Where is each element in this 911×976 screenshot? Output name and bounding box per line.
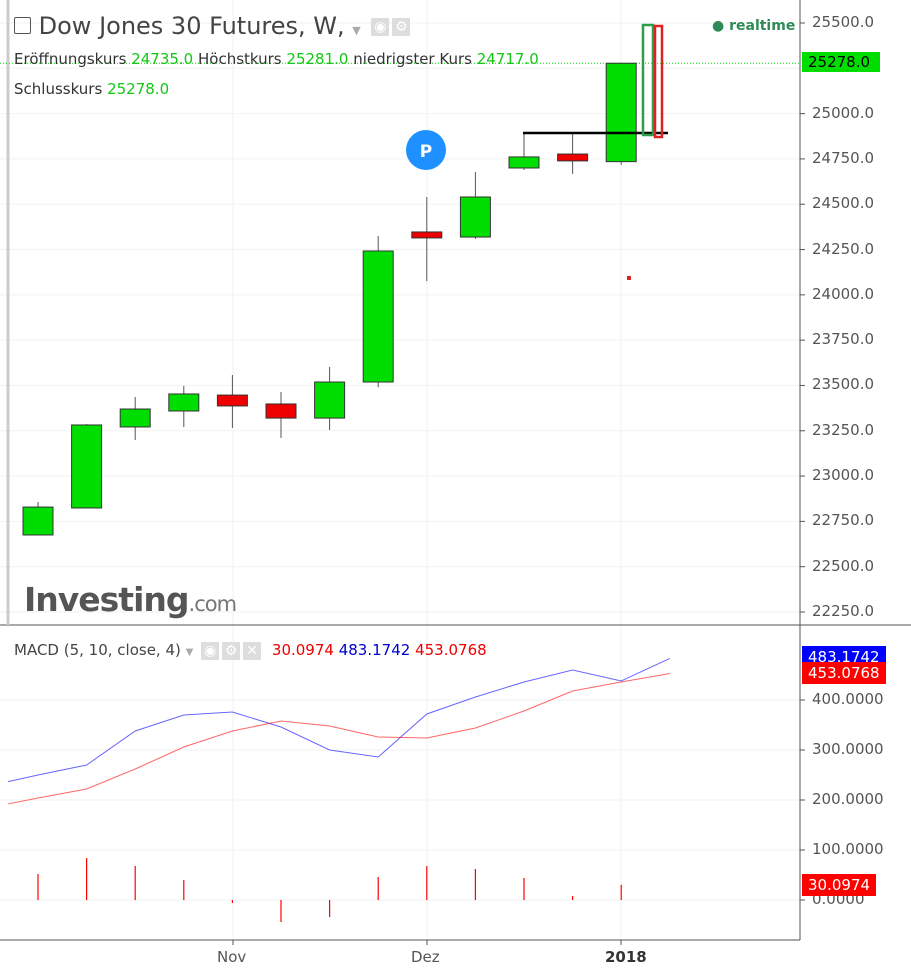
signal-value-tag: 453.0768 bbox=[802, 662, 886, 685]
ohlc-row: Eröffnungskurs 24735.0 Höchstkurs 25281.… bbox=[14, 50, 539, 68]
eye-icon[interactable]: ◉ bbox=[371, 18, 390, 36]
close-row: Schlusskurs 25278.0 bbox=[14, 80, 169, 98]
p-marker-circle bbox=[406, 130, 446, 170]
price-tick-label: 22250.0 bbox=[812, 601, 875, 620]
gear-icon[interactable]: ⚙ bbox=[392, 18, 411, 36]
candle-body bbox=[71, 424, 103, 509]
macd-legend: MACD (5, 10, close, 4) ▼ ◉ ⚙ ✕ 30.0974 483… bbox=[14, 641, 487, 660]
hist-value: 30.0974 bbox=[271, 641, 334, 659]
candle-body bbox=[557, 153, 589, 162]
candle-body bbox=[216, 394, 248, 407]
signal-line bbox=[7, 672, 670, 805]
price-tick-label: 22750.0 bbox=[812, 511, 875, 530]
candle-body bbox=[168, 393, 200, 412]
macd-line bbox=[7, 657, 671, 783]
open-value: 24735.0 bbox=[131, 50, 194, 68]
close-value: 25278.0 bbox=[107, 80, 170, 98]
investing-logo: Investing.com bbox=[24, 580, 237, 619]
chart-title-row: Dow Jones 30 Futures, W, ▼ ◉ ⚙ bbox=[14, 12, 411, 40]
candle-body bbox=[362, 250, 394, 383]
collapse-icon[interactable] bbox=[14, 16, 31, 34]
high-value: 25281.0 bbox=[286, 50, 349, 68]
close-label: Schlusskurs bbox=[14, 80, 103, 98]
price-tick-label: 23000.0 bbox=[812, 466, 875, 485]
macd-tick-label: 400.0000 bbox=[812, 690, 884, 708]
candle-body bbox=[119, 408, 151, 428]
macd-tick-label: 200.0000 bbox=[812, 790, 884, 808]
candle-body bbox=[22, 506, 54, 536]
price-tick-label: 25000.0 bbox=[812, 103, 875, 122]
p-marker-label: P bbox=[420, 142, 432, 162]
chart-title: Dow Jones 30 Futures, W, bbox=[38, 12, 345, 40]
signal-value: 453.0768 bbox=[415, 641, 487, 659]
candle-body bbox=[314, 381, 346, 419]
low-label: niedrigster Kurs bbox=[353, 50, 472, 68]
projection-up-box bbox=[641, 23, 655, 137]
high-label: Höchstkurs bbox=[198, 50, 282, 68]
price-tick-label: 23250.0 bbox=[812, 420, 875, 439]
candle-body bbox=[605, 62, 637, 163]
price-tick-label: 24000.0 bbox=[812, 284, 875, 303]
macd-tick-label: 300.0000 bbox=[812, 740, 884, 758]
close-icon[interactable]: ✕ bbox=[243, 641, 262, 660]
candle-body bbox=[265, 403, 297, 419]
hist-value-tag: 30.0974 bbox=[802, 873, 877, 896]
time-tick-label: Dez bbox=[411, 948, 440, 966]
price-tick-label: 24500.0 bbox=[812, 194, 875, 213]
price-tick-label: 22500.0 bbox=[812, 556, 875, 575]
macd-tick-label: 100.0000 bbox=[812, 840, 884, 858]
projection-down-box bbox=[653, 24, 664, 139]
open-label: Eröffnungskurs bbox=[14, 50, 127, 68]
dropdown-icon[interactable]: ▼ bbox=[352, 24, 361, 37]
eye-icon[interactable]: ◉ bbox=[201, 641, 220, 660]
price-tick-label: 24250.0 bbox=[812, 239, 875, 258]
candle-body bbox=[411, 231, 443, 239]
realtime-indicator: ● realtime bbox=[712, 18, 796, 34]
time-tick-label: Nov bbox=[217, 948, 247, 966]
red-marker bbox=[627, 276, 631, 280]
price-tick-label: 23750.0 bbox=[812, 330, 875, 349]
last-price-tag: 25278.0 bbox=[802, 52, 881, 73]
price-tick-label: 25500.0 bbox=[812, 13, 875, 31]
macd-value: 483.1742 bbox=[338, 641, 411, 659]
price-tick-label: 23500.0 bbox=[812, 375, 875, 394]
gear-icon[interactable]: ⚙ bbox=[222, 641, 241, 660]
time-tick-label: 2018 bbox=[605, 948, 647, 966]
low-value: 24717.0 bbox=[476, 50, 539, 68]
macd-title: MACD (5, 10, close, 4) bbox=[14, 641, 181, 659]
price-tick-label: 24750.0 bbox=[812, 148, 875, 167]
candle-body bbox=[508, 156, 540, 169]
candle-body bbox=[459, 196, 491, 238]
dropdown-icon[interactable]: ▼ bbox=[185, 647, 194, 658]
realtime-label: realtime bbox=[729, 18, 796, 34]
